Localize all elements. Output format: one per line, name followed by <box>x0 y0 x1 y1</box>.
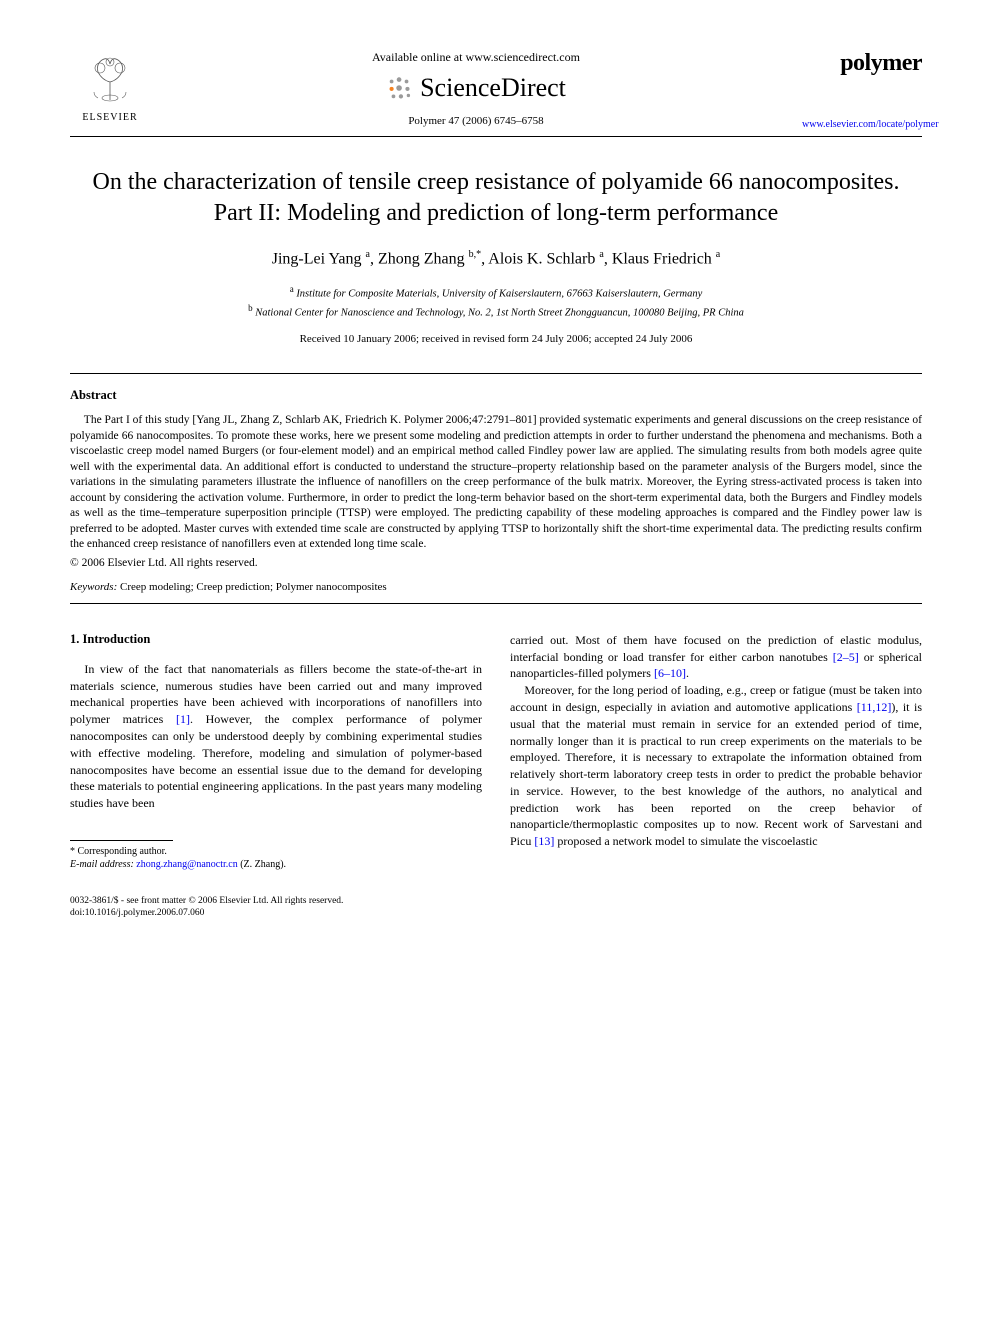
abstract-top-rule <box>70 373 922 374</box>
sciencedirect-icon <box>386 74 414 102</box>
elsevier-tree-icon <box>80 50 140 110</box>
center-header: Available online at www.sciencedirect.co… <box>150 50 802 127</box>
affiliations: a Institute for Composite Materials, Uni… <box>70 283 922 321</box>
left-column: 1. Introduction In view of the fact that… <box>70 632 482 871</box>
intro-para-2: Moreover, for the long period of loading… <box>510 682 922 850</box>
body-columns: 1. Introduction In view of the fact that… <box>70 632 922 871</box>
journal-url-link[interactable]: www.elsevier.com/locate/polymer <box>802 119 922 130</box>
elsevier-logo: ELSEVIER <box>70 50 150 123</box>
copyright-line: © 2006 Elsevier Ltd. All rights reserved… <box>70 557 922 569</box>
journal-name: polymer <box>802 50 922 77</box>
available-online-text: Available online at www.sciencedirect.co… <box>150 50 802 65</box>
affiliation-b: National Center for Nanoscience and Tech… <box>255 307 744 318</box>
article-dates: Received 10 January 2006; received in re… <box>70 333 922 345</box>
email-author-paren: (Z. Zhang). <box>240 859 286 870</box>
author-list: Jing-Lei Yang a, Zhong Zhang b,*, Alois … <box>70 249 922 268</box>
email-label: E-mail address: <box>70 859 134 870</box>
section-1-heading: 1. Introduction <box>70 632 482 647</box>
keywords-line: Keywords: Creep modeling; Creep predicti… <box>70 581 922 593</box>
doi-line: doi:10.1016/j.polymer.2006.07.060 <box>70 907 922 919</box>
journal-reference: Polymer 47 (2006) 6745–6758 <box>150 115 802 127</box>
keywords-text: Creep modeling; Creep prediction; Polyme… <box>120 581 387 593</box>
sciencedirect-text: ScienceDirect <box>420 73 566 103</box>
header-rule <box>70 136 922 137</box>
article-title: On the characterization of tensile creep… <box>70 167 922 229</box>
page-header: ELSEVIER Available online at www.science… <box>70 50 922 130</box>
right-column: carried out. Most of them have focused o… <box>510 632 922 871</box>
issn-line: 0032-3861/$ - see front matter © 2006 El… <box>70 895 922 907</box>
journal-cover: polymer www.elsevier.com/locate/polymer <box>802 50 922 130</box>
intro-para-1-cont: carried out. Most of them have focused o… <box>510 632 922 682</box>
sciencedirect-logo: ScienceDirect <box>150 73 802 103</box>
email-footnote: E-mail address: zhong.zhang@nanoctr.cn (… <box>70 858 482 871</box>
elsevier-caption: ELSEVIER <box>82 112 137 123</box>
abstract-heading: Abstract <box>70 388 922 403</box>
abstract-body: The Part I of this study [Yang JL, Zhang… <box>70 413 922 553</box>
keywords-label: Keywords: <box>70 581 117 593</box>
abstract-bottom-rule <box>70 603 922 604</box>
author-email-link[interactable]: zhong.zhang@nanoctr.cn <box>136 859 237 870</box>
affiliation-a: Institute for Composite Materials, Unive… <box>296 288 702 299</box>
corresponding-author-note: * Corresponding author. <box>70 845 482 858</box>
footer-meta: 0032-3861/$ - see front matter © 2006 El… <box>70 895 922 920</box>
intro-para-1: In view of the fact that nanomaterials a… <box>70 661 482 812</box>
footnote-separator <box>70 840 173 841</box>
